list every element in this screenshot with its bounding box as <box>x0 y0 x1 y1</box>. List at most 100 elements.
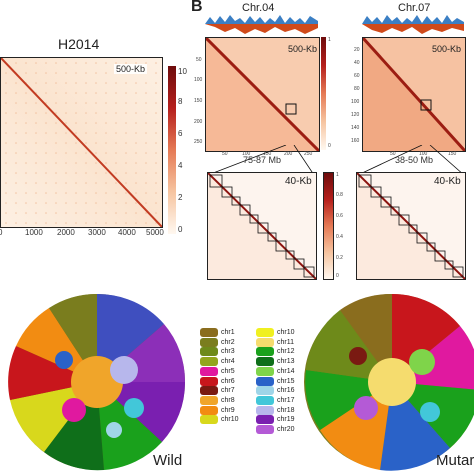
panel-b-colorbar-bottom-tick: 0.8 <box>336 192 343 198</box>
panel-c-label-left: Wild <box>153 452 183 469</box>
panel-b-left-y-tick: 150 <box>194 98 203 104</box>
panel-b-right-y-tick: 140 <box>351 125 360 131</box>
panel-b-right-x-tick: 100 <box>419 151 428 157</box>
panel-b-right-y-tick: 20 <box>354 47 360 53</box>
legend-label: chr20 <box>277 426 295 433</box>
legend-label: chr8 <box>221 396 235 404</box>
legend-item-chr9: chr9 <box>200 405 235 415</box>
panel-a-title: H2014 <box>58 36 100 52</box>
panel-a-colorbar-tick: 0 <box>178 225 183 234</box>
legend-item-chr5: chr5 <box>200 366 235 376</box>
panel-b-right-x-tick: 50 <box>390 151 396 157</box>
panel-b-right-y-tick: 60 <box>354 73 360 79</box>
legend-label: chr14 <box>277 367 295 375</box>
legend-item-chr2: chr2 <box>200 337 235 347</box>
legend-item-chr1: chr1 <box>200 328 235 337</box>
panel-b-colorbar-top-tick: 0 <box>328 143 331 149</box>
panel-b-res-top-left: 500-Kb <box>288 44 318 54</box>
panel-b-right-y-tick: 40 <box>354 60 360 66</box>
panel-b-colorbar-top <box>321 37 326 150</box>
panel-b-colorbar-bottom-tick: 0 <box>336 273 339 279</box>
panel-b-left-x-tick: 250 <box>304 151 313 157</box>
legend-swatch <box>200 376 218 386</box>
legend-label: chr12 <box>277 348 295 356</box>
panel-b-colorbar-bottom-tick: 0.4 <box>336 234 343 240</box>
legend-item-chr4: chr4 <box>200 357 235 367</box>
legend-item-chr15: chr15 <box>256 376 295 386</box>
legend-item-chr13: chr13 <box>256 357 295 367</box>
panel-c-label-right: Mutar <box>436 452 474 469</box>
panel-b-right-x-tick: 150 <box>448 151 457 157</box>
legend-label: chr15 <box>277 377 295 385</box>
panel-b-res-bottom-right: 40-Kb <box>434 176 461 187</box>
panel-a-x-tick: 4000 <box>118 228 136 237</box>
panel-b-left-y-tick: 50 <box>196 57 202 63</box>
legend-swatch <box>200 357 218 367</box>
panel-b-chr07-svg <box>363 38 465 151</box>
legend-swatch <box>256 347 274 357</box>
legend-swatch <box>200 366 218 376</box>
legend-item-chr20: chr20 <box>256 425 295 434</box>
legend-label: chr19 <box>277 416 295 424</box>
legend-swatch <box>256 357 274 367</box>
legend-label: chr9 <box>221 406 235 414</box>
legend-item-chr8: chr8 <box>200 395 235 405</box>
panel-a-heatmap <box>0 57 163 228</box>
panel-b-left-x-tick: 200 <box>284 151 293 157</box>
legend-label: chr11 <box>277 338 294 346</box>
panel-a-colorbar-tick: 6 <box>178 129 183 138</box>
legend-swatch <box>256 328 274 337</box>
panel-b-left-x-tick: 50 <box>222 151 228 157</box>
panel-c-mutant-structure <box>304 293 474 471</box>
legend-label: chr17 <box>277 396 295 404</box>
panel-a-x-tick: 1000 <box>25 228 43 237</box>
panel-b-colorbar-bottom-tick: 0.2 <box>336 255 343 261</box>
panel-a-x-tick: 5000 <box>146 228 164 237</box>
legend-swatch <box>256 366 274 376</box>
panel-b-right-y-tick: 80 <box>354 86 360 92</box>
panel-b-colorbar-bottom-tick: 1 <box>336 172 339 178</box>
legend-swatch <box>200 415 218 425</box>
legend-item-chr3: chr3 <box>200 347 235 357</box>
panel-a-x-tick: 0 <box>0 228 3 237</box>
panel-b-letter: B <box>191 0 203 15</box>
panel-a-colorbar <box>168 66 176 234</box>
legend-item-chr12: chr12 <box>256 347 295 357</box>
panel-b-range-right: 38-50 Mb <box>395 155 434 165</box>
panel-a-x-tick: 3000 <box>88 228 106 237</box>
legend-label: chr2 <box>221 338 235 346</box>
legend-label: chr13 <box>277 358 295 366</box>
legend-swatch <box>256 405 274 415</box>
panel-a-heatmap-svg <box>1 58 162 227</box>
panel-a-x-tick: 2000 <box>57 228 75 237</box>
panel-a-colorbar-tick: 2 <box>178 193 183 202</box>
panel-b-left-y-tick: 250 <box>194 139 203 145</box>
panel-b-colorbar-bottom-tick: 0.6 <box>336 213 343 219</box>
legend-item-chr17: chr17 <box>256 395 295 405</box>
panel-b-left-x-tick: 150 <box>263 151 272 157</box>
panel-b-left-y-tick: 200 <box>194 119 203 125</box>
legend-item-chr10: chr10 <box>256 328 295 337</box>
legend-label: chr5 <box>221 367 235 375</box>
legend-swatch <box>256 386 274 396</box>
legend-item-chr11: chr11 <box>256 337 294 347</box>
panel-b-res-bottom-left: 40-Kb <box>285 176 312 187</box>
panel-b-track-left <box>205 15 318 34</box>
panel-a-resolution: 500-Kb <box>114 64 148 74</box>
legend-swatch <box>200 337 218 347</box>
panel-b-zoom-left-svg <box>208 173 316 279</box>
legend-item-chr10: chr10 <box>200 415 239 425</box>
legend-label: chr16 <box>277 387 295 395</box>
legend-item-chr19: chr19 <box>256 415 295 425</box>
legend-swatch <box>200 405 218 415</box>
panel-b-zoom-right-svg <box>357 173 465 279</box>
legend-swatch <box>256 376 274 386</box>
legend-item-chr7: chr7 <box>200 386 235 396</box>
panel-a-colorbar-tick: 8 <box>178 97 183 106</box>
legend-label: chr4 <box>221 358 235 366</box>
legend-label: chr6 <box>221 377 235 385</box>
legend-swatch <box>256 425 274 434</box>
legend-swatch <box>256 337 274 347</box>
legend-swatch <box>200 386 218 396</box>
panel-b-left-y-tick: 100 <box>194 77 203 83</box>
